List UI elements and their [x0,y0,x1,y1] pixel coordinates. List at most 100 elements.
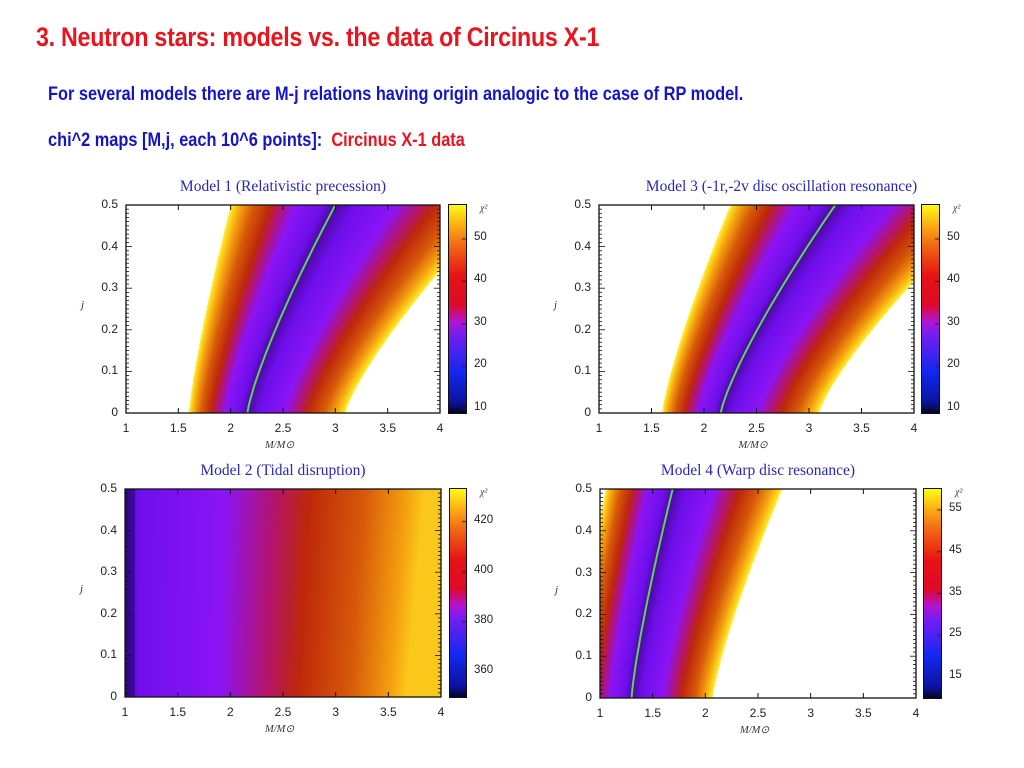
plot-overlay [599,488,917,699]
y-axis-label: j [80,583,84,595]
colorbar-tick-label: 15 [949,669,962,682]
colorbar [449,488,467,698]
y-tick-label: 0.3 [574,280,591,295]
colorbar [921,204,940,414]
colorbar-tick-label: 420 [474,513,494,526]
y-tick-label: 0.2 [100,605,117,620]
x-axis-label: M/M⊙ [265,724,295,735]
plot-frame [599,488,917,699]
y-tick-label: 0 [110,689,117,703]
plot-overlay [598,204,915,414]
colorbar-tick-label: 20 [947,358,960,371]
x-tick-label: 4 [437,705,445,719]
heatmap-area [600,489,916,698]
x-tick-label: 1.5 [169,421,187,435]
y-tick-label: 0.5 [575,481,592,495]
colorbar-tick-label: 10 [474,400,487,413]
best-fit-line [630,488,674,699]
x-tick-label: 2.5 [274,421,292,435]
colorbar-tick-label: 55 [949,501,962,514]
y-tick-label: 0.5 [101,197,118,211]
heatmap-area [126,205,440,413]
plot-frame [125,204,441,414]
y-tick-label: 0.4 [575,522,592,537]
y-tick-label: 0.2 [575,606,592,621]
colorbar-tick-label: 45 [949,543,962,556]
chart-title: Model 3 (-1r,-2v disc oscillation resona… [645,178,918,195]
y-tick-label: 0.1 [100,647,117,662]
best-fit-line [246,204,337,414]
x-tick-label: 3 [331,421,339,435]
y-tick-label: 0.3 [100,564,117,579]
y-tick-label: 0.3 [575,564,592,579]
x-tick-label: 3.5 [379,421,396,435]
x-tick-label: 2 [226,705,234,719]
colorbar-tick-label: 380 [474,613,494,626]
colorbar-label: χ² [953,203,961,214]
plot-overlay [124,488,442,698]
y-tick-label: 0 [111,405,118,419]
x-tick-label: 2 [701,706,709,720]
x-tick-label: 3 [805,421,813,435]
colorbar-tick-label: 20 [474,358,487,371]
y-tick-label: 0.4 [101,238,118,253]
x-tick-label: 3 [807,706,814,720]
caption-highlight: Circinus X-1 data [331,130,465,151]
x-tick-label: 2 [227,421,234,435]
caption-prefix: chi^2 maps [M,j, each 10^6 points]: [48,130,323,151]
plot-frame [124,488,442,698]
x-tick-label: 1 [122,421,130,435]
y-tick-label: 0.4 [574,238,591,253]
x-tick-label: 2.5 [274,705,292,719]
y-tick-label: 0.2 [574,321,591,336]
x-axis-label: M/M⊙ [265,440,295,451]
y-tick-label: 0.4 [100,522,117,537]
colorbar-tick-label: 40 [947,273,960,286]
colorbar-tick-label: 360 [474,663,494,676]
x-tick-label: 3 [332,705,339,719]
colorbar [448,204,467,414]
colorbar [923,488,942,699]
x-axis-label: M/M⊙ [738,440,768,451]
y-tick-label: 0.1 [101,363,118,378]
colorbar-tick-label: 35 [949,585,962,598]
colorbar-label: χ² [955,487,963,498]
slide-title: 3. Neutron stars: models vs. the data of… [36,22,600,52]
x-tick-label: 3.5 [854,706,872,720]
plot-overlay [125,204,441,414]
x-tick-label: 1 [596,706,604,720]
chart-title: Model 2 (Tidal disruption) [200,462,366,479]
y-tick-label: 0 [585,690,592,704]
x-axis-label: M/M⊙ [740,725,770,736]
x-tick-label: 4 [912,706,920,720]
y-tick-label: 0.2 [101,321,118,336]
chart-title: Model 1 (Relativistic precession) [179,178,387,195]
colorbar-tick-label: 400 [474,563,494,576]
colorbar-tick-label: 30 [947,315,960,328]
colorbar-tick-label: 40 [474,273,487,286]
y-tick-label: 0.5 [100,481,117,495]
y-tick-label: 0.1 [575,648,592,663]
y-axis-label: j [555,583,559,596]
x-tick-label: 3.5 [853,421,870,435]
colorbar-tick-label: 10 [947,400,960,413]
x-tick-label: 2.5 [748,421,765,435]
heatmap-area [125,489,441,697]
x-tick-label: 1 [121,705,129,719]
colorbar-tick-label: 50 [947,230,960,243]
x-tick-label: 4 [910,421,918,435]
x-tick-label: 2 [700,421,708,435]
y-tick-label: 0.5 [574,197,591,211]
y-tick-label: 0.1 [574,363,591,378]
colorbar-label: χ² [480,487,488,498]
slide-caption: chi^2 maps [M,j, each 10^6 points]: Circ… [48,130,465,152]
x-tick-label: 1.5 [644,706,661,720]
heatmap-area [599,205,914,413]
best-fit-line [719,204,837,414]
x-tick-label: 1.5 [169,705,186,719]
y-tick-label: 0.3 [101,280,118,295]
plot-frame [598,204,915,414]
colorbar-tick-label: 30 [474,315,487,328]
slide-subtitle: For several models there are M-j relatio… [48,84,744,105]
colorbar-tick-label: 50 [474,230,487,243]
